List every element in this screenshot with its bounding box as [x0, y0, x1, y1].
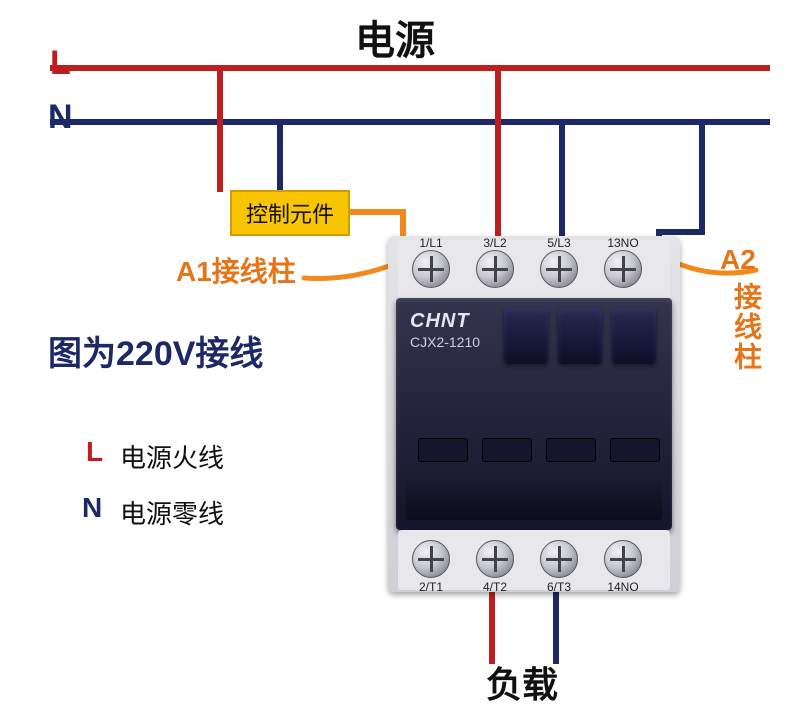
subtitle-220v: 图为220V接线 — [48, 326, 263, 375]
bottom-term-label-2: 4/T2 — [476, 580, 514, 594]
top-term-label-2: 3/L2 — [476, 236, 514, 250]
top-screw-3 — [540, 250, 578, 288]
bottom-screw-2 — [476, 540, 514, 578]
legend-N-text: 电源零线 — [120, 494, 224, 531]
top-term-label-1: 1/L1 — [412, 236, 450, 250]
em-slot-row — [406, 480, 662, 520]
contactor: CHNT CJX2-1210 1/L1 3/L2 5/L3 13NO 2/T1 … — [388, 228, 680, 600]
brand-label: CHNT — [410, 310, 470, 333]
legend-L-symbol: L — [86, 436, 103, 468]
legend-N-symbol: N — [82, 492, 102, 524]
model-label: CJX2-1210 — [410, 334, 480, 350]
bottom-term-label-3: 6/T3 — [540, 580, 578, 594]
bottom-term-label-4: 14NO — [604, 580, 642, 594]
wire-N-drop-to-control — [277, 122, 283, 192]
em-slot-4 — [610, 438, 660, 462]
control-element-box: 控制元件 — [230, 190, 350, 236]
label-A1-text: A1接线柱 — [176, 256, 296, 287]
label-L: L — [50, 44, 71, 83]
top-term-label-3: 5/L3 — [540, 236, 578, 250]
label-load: 负载 — [486, 656, 558, 708]
wire-N-to-A2-vertical — [699, 122, 705, 232]
label-A2-rest: 接线柱 — [726, 282, 766, 372]
bottom-screw-1 — [412, 540, 450, 578]
top-screw-2 — [476, 250, 514, 288]
label-N: N — [48, 98, 73, 137]
bottom-term-label-1: 2/T1 — [412, 580, 450, 594]
wire-L-drop-to-control — [217, 68, 223, 192]
label-A2-line1: A2 — [720, 244, 756, 276]
contactor-button-1 — [504, 308, 548, 364]
wire-N-horizontal — [50, 119, 770, 125]
top-screw-4 — [604, 250, 642, 288]
wire-control-to-A1-h — [348, 209, 402, 215]
legend-L-text: 电源火线 — [120, 438, 224, 475]
em-slot-2 — [482, 438, 532, 462]
contactor-button-2 — [558, 308, 602, 364]
em-slot-1 — [418, 438, 468, 462]
top-screw-1 — [412, 250, 450, 288]
label-A1: A1接线柱 — [176, 250, 296, 290]
control-element-label: 控制元件 — [246, 197, 334, 229]
bottom-screw-3 — [540, 540, 578, 578]
top-term-label-4: 13NO — [604, 236, 642, 250]
contactor-button-3 — [612, 308, 656, 364]
title-power: 电源 — [0, 8, 790, 66]
bottom-screw-4 — [604, 540, 642, 578]
em-slot-3 — [546, 438, 596, 462]
